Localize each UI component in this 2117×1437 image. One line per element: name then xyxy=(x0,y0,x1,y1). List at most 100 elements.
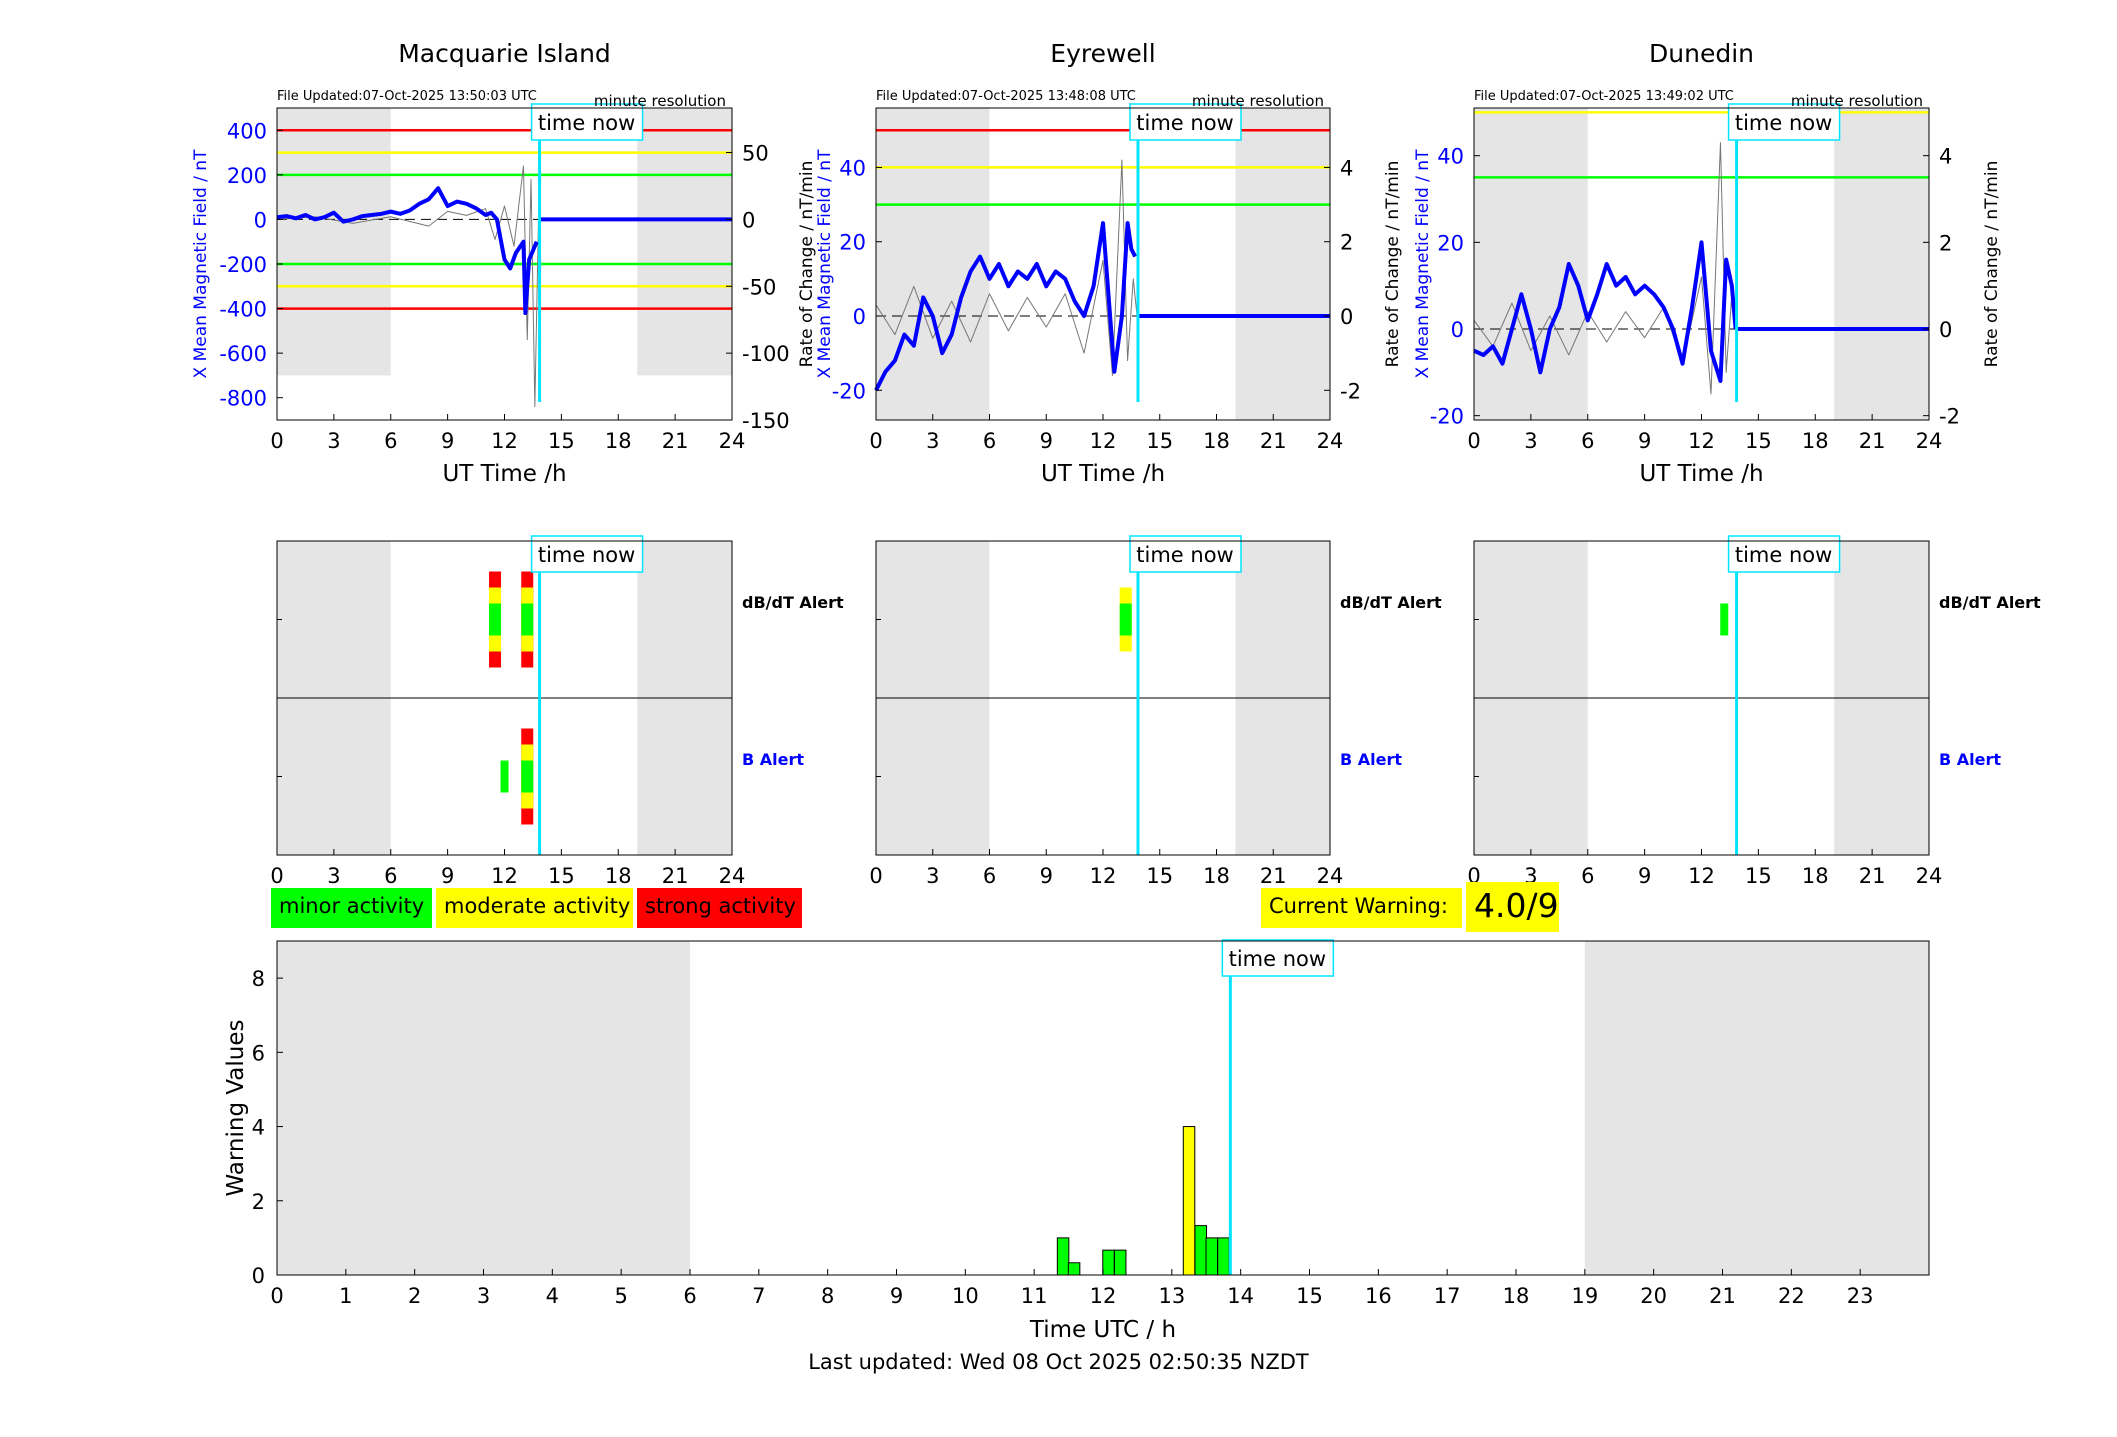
top-2-xtick-label: 0 xyxy=(1467,429,1480,453)
alert-1-row-label-dbdt: dB/dT Alert xyxy=(1340,593,1442,612)
warning-ylabel: Warning Values xyxy=(223,1019,249,1196)
alert-2-alert-bar xyxy=(1720,603,1729,636)
top-0-ytick-label: 0 xyxy=(254,208,267,232)
alert-1-xtick-label: 15 xyxy=(1146,864,1173,888)
top-0-ytick-label: -600 xyxy=(219,342,267,366)
alert-0-time-now-label: time now xyxy=(538,543,635,567)
top-0-ytick-right-label: -50 xyxy=(742,275,776,299)
warning-xtick-label: 20 xyxy=(1640,1284,1667,1308)
top-1-ytick-right-label: -2 xyxy=(1340,379,1361,403)
top-2-xtick-label: 12 xyxy=(1688,429,1715,453)
alert-0-alert-bar xyxy=(521,603,534,636)
top-1-ytick-label: -20 xyxy=(832,379,866,403)
alert-0-xtick-label: 12 xyxy=(491,864,518,888)
top-1-xtick-label: 18 xyxy=(1203,429,1230,453)
alert-0-xtick-label: 0 xyxy=(270,864,283,888)
warning-xlabel: Time UTC / h xyxy=(1029,1317,1176,1343)
top-2-ytick-right-label: 2 xyxy=(1939,231,1952,255)
top-1-xtick-label: 6 xyxy=(983,429,996,453)
top-1-x-series xyxy=(874,221,1137,392)
top-1-xtick-label: 24 xyxy=(1317,429,1344,453)
top-2-xtick-label: 3 xyxy=(1524,429,1537,453)
top-0-xtick-label: 18 xyxy=(605,429,632,453)
top-1-rate-series xyxy=(875,159,1138,376)
top-1-ytick-right-label: 0 xyxy=(1340,305,1353,329)
warning-night-band-1 xyxy=(1584,941,1929,1275)
current-warning-value: 4.0/9 xyxy=(1466,882,1559,932)
top-0-xtick-label: 24 xyxy=(719,429,746,453)
top-0-ytick-label: -400 xyxy=(219,298,267,322)
warning-xtick-label: 8 xyxy=(821,1284,834,1308)
top-0-time-now-box xyxy=(530,103,644,141)
legend-strong-activity: strong activity xyxy=(637,888,802,928)
alert-1-xtick-label: 12 xyxy=(1090,864,1117,888)
top-0-xlabel: UT Time /h xyxy=(442,461,566,487)
top-0-night-band-1 xyxy=(637,108,732,376)
top-0-ytick-right-label: -100 xyxy=(742,342,790,366)
top-1-xtick-label: 12 xyxy=(1090,429,1117,453)
top-2-ytick-label: 20 xyxy=(1437,231,1464,255)
top-2-ytick-label: 40 xyxy=(1437,145,1464,169)
top-2-xtick-label: 9 xyxy=(1638,429,1651,453)
alert-0-xtick-label: 21 xyxy=(662,864,689,888)
top-2-xtick-label: 15 xyxy=(1745,429,1772,453)
top-0-file-updated: File Updated:07-Oct-2025 13:50:03 UTC xyxy=(277,89,537,104)
warning-bar xyxy=(1067,1262,1081,1276)
warning-time-now-box xyxy=(1221,939,1335,977)
top-0-resolution: minute resolution xyxy=(594,92,726,110)
alert-0-xtick-label: 6 xyxy=(384,864,397,888)
alert-1-xtick-label: 24 xyxy=(1317,864,1344,888)
warning-xtick-label: 5 xyxy=(614,1284,627,1308)
alert-0-alert-bar xyxy=(521,760,534,793)
alert-2-xtick-label: 12 xyxy=(1688,864,1715,888)
top-0-ylabel-right: Rate of Change / nT/min xyxy=(797,161,817,368)
alert-0-xtick-label: 15 xyxy=(548,864,575,888)
top-1-ytick-label: 40 xyxy=(839,156,866,180)
alert-2-xtick-label: 21 xyxy=(1859,864,1886,888)
top-0-xtick-label: 15 xyxy=(548,429,575,453)
top-0-ytick-right-label: 50 xyxy=(742,142,769,166)
warning-ytick-label: 4 xyxy=(252,1116,265,1140)
top-1-ytick-right-label: 2 xyxy=(1340,231,1353,255)
top-1-ytick-label: 0 xyxy=(853,305,866,329)
top-1-time-now-label: time now xyxy=(1136,111,1233,135)
top-2-xlabel: UT Time /h xyxy=(1639,461,1763,487)
warning-xtick-label: 15 xyxy=(1296,1284,1323,1308)
alert-0-row-label-dbdt: dB/dT Alert xyxy=(742,593,844,612)
alert-1-time-now-box xyxy=(1129,535,1242,573)
warning-xtick-label: 3 xyxy=(477,1284,490,1308)
alert-1-xtick-label: 0 xyxy=(869,864,882,888)
top-1-ylabel-right: Rate of Change / nT/min xyxy=(1383,161,1403,368)
alert-0-xtick-label: 3 xyxy=(327,864,340,888)
warning-xtick-label: 21 xyxy=(1709,1284,1736,1308)
warning-bar xyxy=(1217,1237,1230,1276)
top-1-night-band-1 xyxy=(1235,108,1330,420)
warning-xtick-label: 23 xyxy=(1847,1284,1874,1308)
alert-1-time-now-label: time now xyxy=(1136,543,1233,567)
alert-1-xtick-label: 21 xyxy=(1260,864,1287,888)
top-0-xtick-label: 0 xyxy=(270,429,283,453)
alert-2-xtick-label: 15 xyxy=(1745,864,1772,888)
alert-1-alert-bar xyxy=(1119,603,1132,636)
top-2-file-updated: File Updated:07-Oct-2025 13:49:02 UTC xyxy=(1474,89,1734,104)
top-0-time-now-label: time now xyxy=(538,111,635,135)
warning-xtick-label: 4 xyxy=(546,1284,559,1308)
alert-1-row-label-b: B Alert xyxy=(1340,750,1402,769)
top-1-resolution: minute resolution xyxy=(1192,92,1324,110)
top-2-ylabel-left: X Mean Magnetic Field / nT xyxy=(1413,149,1433,379)
top-2-xtick-label: 21 xyxy=(1859,429,1886,453)
warning-xtick-label: 12 xyxy=(1090,1284,1117,1308)
top-1-file-updated: File Updated:07-Oct-2025 13:48:08 UTC xyxy=(876,89,1136,104)
top-0-xtick-label: 9 xyxy=(441,429,454,453)
warning-xtick-label: 0 xyxy=(270,1284,283,1308)
top-0-ytick-right-label: -150 xyxy=(742,409,790,433)
top-2-ytick-right-label: 4 xyxy=(1939,145,1952,169)
warning-time-now-label: time now xyxy=(1229,947,1326,971)
alert-1-xtick-label: 18 xyxy=(1203,864,1230,888)
top-2-ytick-right-label: 0 xyxy=(1939,318,1952,342)
top-0-xtick-label: 21 xyxy=(662,429,689,453)
alert-2-time-now-label: time now xyxy=(1735,543,1832,567)
top-0-xtick-label: 6 xyxy=(384,429,397,453)
top-0-xtick-label: 12 xyxy=(491,429,518,453)
